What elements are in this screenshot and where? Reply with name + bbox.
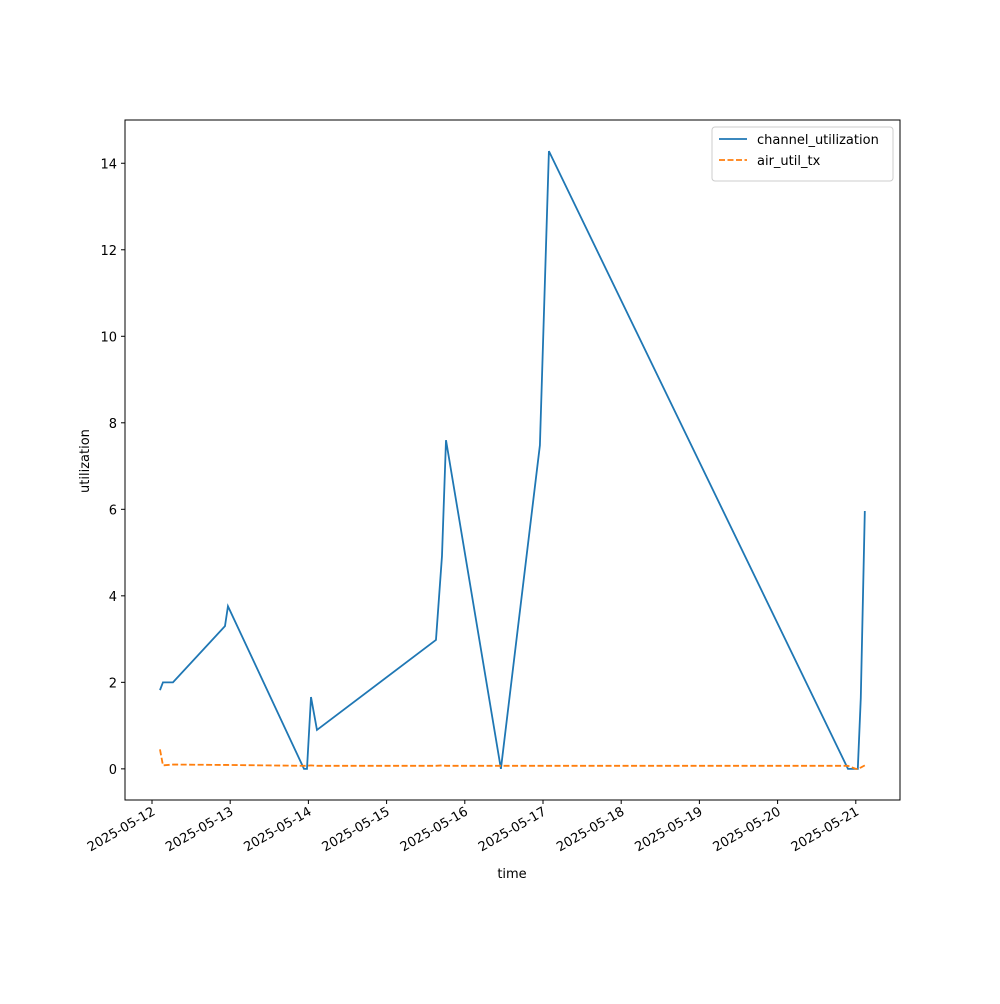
y-axis-label: utilization	[78, 429, 93, 493]
y-tick-label: 2	[109, 676, 117, 691]
legend-label: air_util_tx	[757, 154, 821, 169]
y-tick-label: 14	[100, 157, 117, 172]
y-tick-label: 10	[100, 330, 117, 345]
y-tick-label: 6	[109, 503, 117, 518]
plot-frame	[124, 119, 901, 801]
y-tick-label: 12	[100, 244, 117, 259]
y-tick-label: 8	[109, 417, 117, 432]
x-axis-label: time	[497, 867, 526, 882]
y-tick-label: 0	[109, 763, 117, 778]
legend-box	[711, 126, 894, 182]
legend-label: channel_utilization	[757, 133, 879, 148]
series-line	[159, 749, 866, 770]
y-tick-label: 4	[109, 590, 117, 605]
